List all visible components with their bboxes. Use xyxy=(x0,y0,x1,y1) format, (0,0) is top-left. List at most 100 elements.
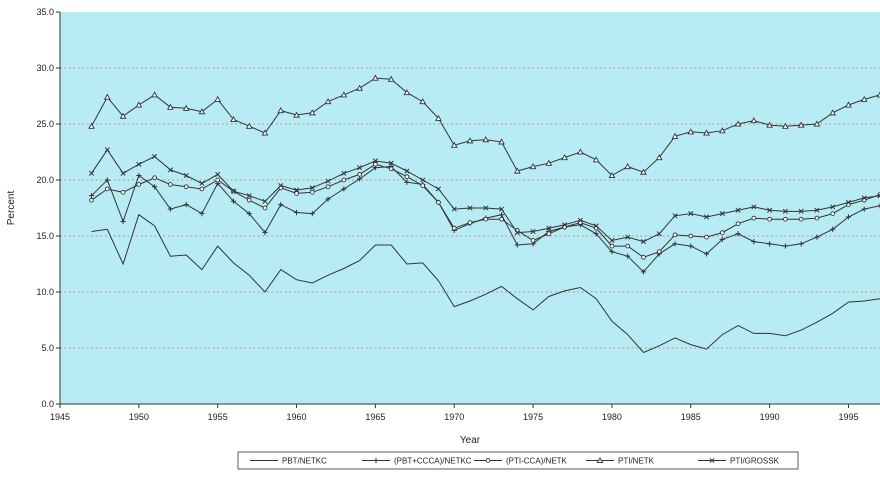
x-tick-label: 1960 xyxy=(287,412,307,422)
data-point xyxy=(798,208,804,214)
data-point xyxy=(261,129,269,136)
x-tick-label: 1995 xyxy=(838,412,858,422)
data-point xyxy=(182,104,190,111)
data-point xyxy=(467,220,473,225)
data-point xyxy=(514,230,520,236)
data-point xyxy=(451,225,457,231)
data-point xyxy=(814,207,820,213)
data-point xyxy=(577,217,583,223)
data-point xyxy=(529,163,537,170)
legend-label: (PBT+CCCA)/NETKC xyxy=(394,457,472,466)
x-tick-label: 1965 xyxy=(365,412,385,422)
x-tick-label: 1955 xyxy=(208,412,228,422)
data-point xyxy=(688,233,694,239)
data-point xyxy=(830,211,836,216)
data-point xyxy=(215,177,221,183)
data-point xyxy=(735,231,741,237)
data-point xyxy=(341,186,347,192)
x-tick-label: 1950 xyxy=(129,412,149,422)
data-point xyxy=(103,93,111,100)
x-tick-label: 1970 xyxy=(444,412,464,422)
data-point xyxy=(876,91,880,98)
data-point xyxy=(152,184,158,190)
series-line xyxy=(91,213,880,354)
data-point xyxy=(704,234,709,240)
data-point xyxy=(672,232,678,238)
legend-label: (PTI-CCA)/NETK xyxy=(506,457,568,466)
data-point xyxy=(814,234,820,240)
data-point xyxy=(388,160,394,166)
data-point xyxy=(860,95,868,102)
legend-item: (PBT+CCCA)/NETKC xyxy=(362,457,472,466)
data-point xyxy=(151,91,158,98)
data-point xyxy=(703,251,710,257)
data-point xyxy=(877,193,880,199)
data-point xyxy=(593,223,599,229)
data-point xyxy=(546,225,552,231)
series-layer xyxy=(88,74,880,354)
data-point xyxy=(341,170,347,176)
data-point xyxy=(120,189,126,195)
data-point xyxy=(136,182,142,187)
data-point xyxy=(357,172,362,177)
data-point xyxy=(451,206,457,212)
data-point xyxy=(419,98,427,105)
y-tick-label: 10.0 xyxy=(36,287,54,297)
data-point xyxy=(325,178,331,184)
data-point xyxy=(640,239,647,245)
data-point xyxy=(861,206,867,212)
data-point xyxy=(735,207,741,213)
data-point xyxy=(545,159,553,166)
data-point xyxy=(655,154,663,161)
data-point xyxy=(262,230,268,236)
data-point xyxy=(593,231,599,237)
data-point xyxy=(420,177,426,183)
data-point xyxy=(309,211,315,217)
data-point xyxy=(167,206,173,212)
y-tick-label: 25.0 xyxy=(36,119,54,129)
legend-item: (PTI-CCA)/NETK xyxy=(474,457,568,466)
data-point xyxy=(782,122,789,129)
data-point xyxy=(483,216,489,222)
data-point xyxy=(530,228,536,235)
data-point xyxy=(609,243,615,249)
data-point xyxy=(135,101,143,108)
data-point xyxy=(104,186,110,192)
data-point xyxy=(561,154,568,161)
data-point xyxy=(277,107,285,114)
data-point xyxy=(703,129,710,136)
data-point xyxy=(719,211,725,217)
legend-marker xyxy=(373,457,379,464)
data-point xyxy=(136,161,142,167)
data-point xyxy=(183,172,189,179)
data-point xyxy=(293,209,300,216)
data-point xyxy=(703,214,710,220)
data-point xyxy=(199,186,205,192)
data-point xyxy=(687,128,695,135)
axes xyxy=(59,12,880,405)
data-point xyxy=(309,189,315,195)
data-point xyxy=(403,89,411,96)
series-4 xyxy=(88,74,880,179)
legend-marker xyxy=(709,457,715,464)
data-point xyxy=(640,269,647,275)
data-point xyxy=(246,193,252,199)
data-point xyxy=(167,167,173,173)
data-point xyxy=(861,195,867,201)
data-point xyxy=(830,204,836,210)
data-point xyxy=(735,221,741,227)
data-point xyxy=(89,197,94,203)
series-1 xyxy=(91,213,880,354)
data-point xyxy=(120,218,126,225)
data-point xyxy=(656,231,662,237)
y-axis-ticks: 0.0 5.0 10.0 15.0 20.0 25.0 30.0 35.0 xyxy=(36,7,60,409)
data-point xyxy=(767,207,773,213)
data-point xyxy=(625,234,631,240)
data-point xyxy=(136,172,142,179)
data-point xyxy=(88,193,95,199)
data-point xyxy=(214,95,222,102)
data-point xyxy=(435,186,442,192)
y-tick-label: 15.0 xyxy=(36,231,54,241)
data-point xyxy=(404,168,410,174)
